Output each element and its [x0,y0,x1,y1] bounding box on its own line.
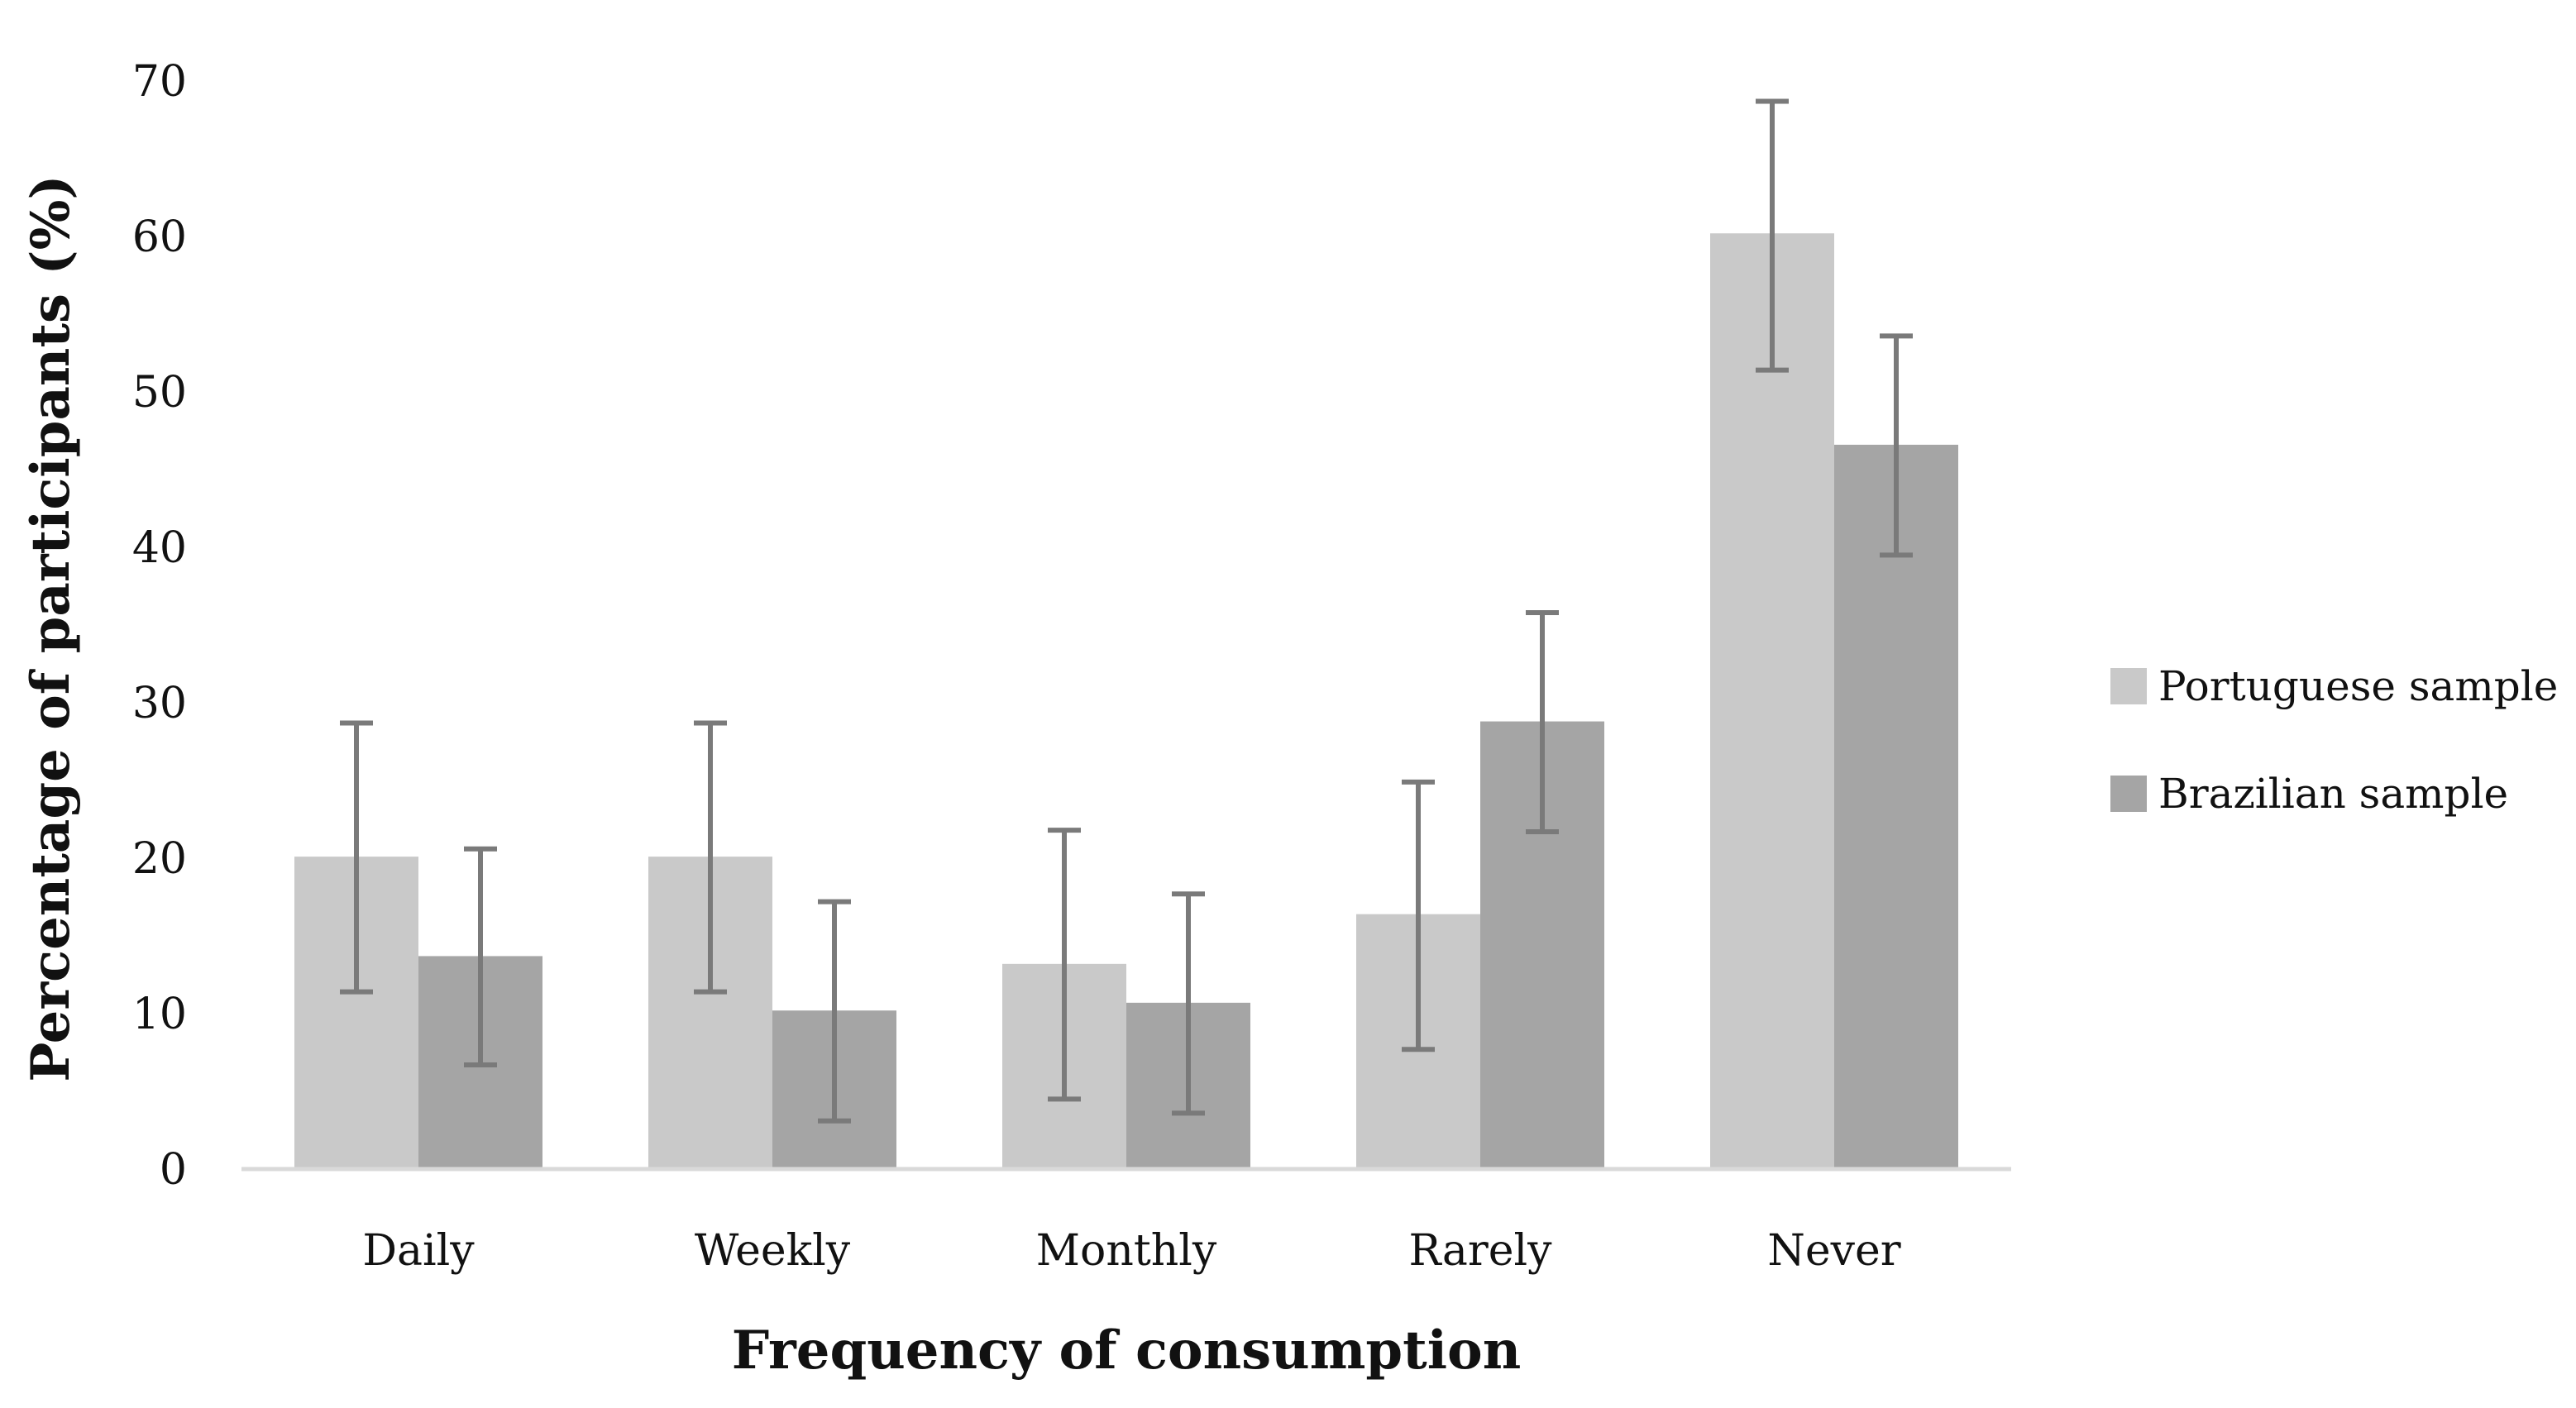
bar-brazilian-never [1834,444,1958,1169]
x-axis-ticks: Daily Weekly Monthly Rarely Never [362,1226,1900,1276]
legend-label: Brazilian sample [2158,770,2508,818]
bar-portuguese-never [1710,233,1834,1169]
y-tick-label: 50 [132,368,187,418]
y-tick-label: 70 [132,57,187,107]
x-tick-label: Monthly [1036,1226,1217,1276]
x-tick-label: Never [1767,1226,1900,1276]
legend: Portuguese sample Brazilian sample [2110,662,2558,818]
error-bar-group [340,98,1913,1124]
x-tick-label: Weekly [695,1226,851,1276]
legend-label: Portuguese sample [2158,662,2558,710]
y-axis-title: Percentage of participants (%) [20,174,82,1081]
y-tick-label: 30 [132,679,187,728]
bar-group [294,233,1958,1169]
legend-swatch [2110,668,2147,704]
legend-swatch [2110,776,2147,812]
x-tick-label: Rarely [1409,1226,1553,1276]
y-tick-label: 20 [132,834,187,884]
x-axis-title: Frequency of consumption [732,1320,1522,1382]
x-tick-label: Daily [362,1226,475,1276]
y-tick-label: 60 [132,212,187,262]
y-tick-label: 10 [132,990,187,1039]
y-tick-label: 40 [132,523,187,573]
y-tick-label: 0 [160,1145,187,1195]
y-axis-ticks: 0 10 20 30 40 50 60 70 [132,57,187,1195]
